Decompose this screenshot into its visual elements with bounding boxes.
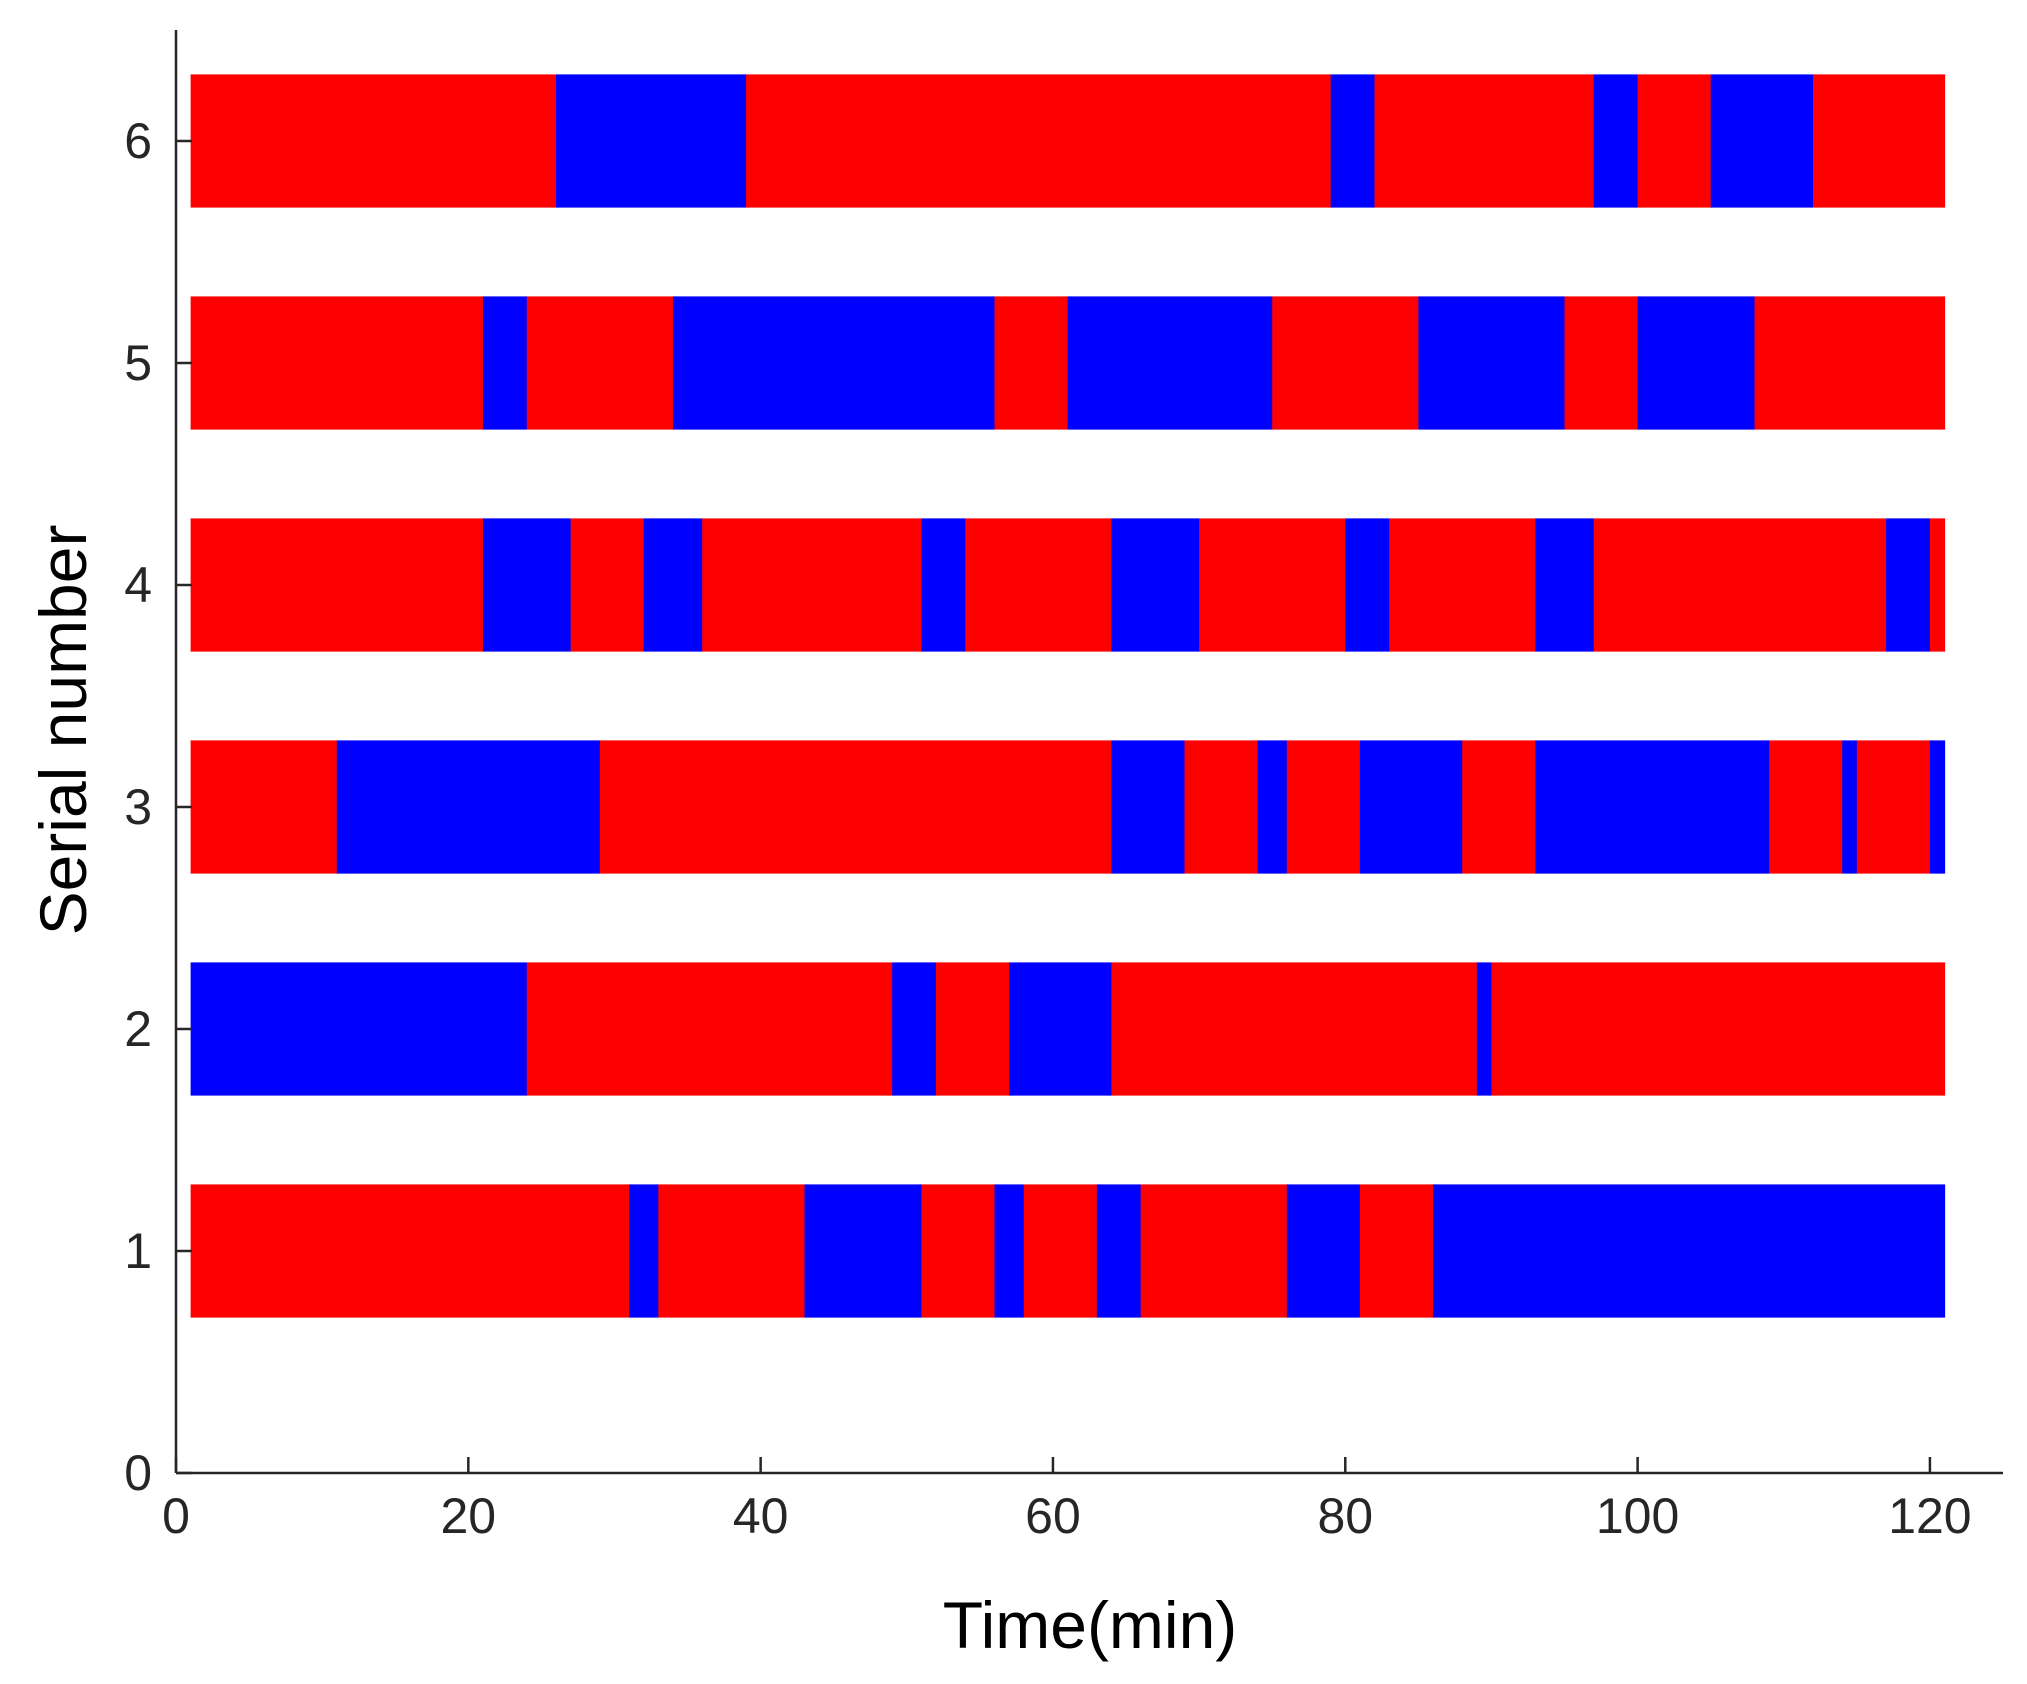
x-tick-label-20: 20 xyxy=(441,1488,497,1544)
y-tick-label-5: 5 xyxy=(124,335,152,391)
bar-segment-5-1 xyxy=(190,296,484,430)
x-axis-title: Time(min) xyxy=(943,1588,1238,1662)
bar-segment-1-7 xyxy=(1023,1184,1098,1318)
y-tick-label-3: 3 xyxy=(124,779,152,835)
x-tick-label-120: 120 xyxy=(1888,1488,1971,1544)
bar-segment-4-3 xyxy=(570,518,645,652)
y-axis-title: Serial number xyxy=(26,525,100,936)
bar-segment-1-12 xyxy=(1432,1184,1946,1318)
bar-segment-2-3 xyxy=(892,962,937,1096)
bar-segment-6-8 xyxy=(1710,74,1814,208)
bar-segment-2-1 xyxy=(190,962,528,1096)
x-tick-label-0: 0 xyxy=(162,1488,190,1544)
bar-segment-5-4 xyxy=(672,296,996,430)
y-tick-label-0: 0 xyxy=(124,1445,152,1501)
bar-segment-1-11 xyxy=(1359,1184,1434,1318)
bar-segment-2-2 xyxy=(526,962,893,1096)
bar-segment-3-11 xyxy=(1769,740,1843,874)
bar-segment-5-11 xyxy=(1754,296,1946,430)
x-tick-label-100: 100 xyxy=(1596,1488,1679,1544)
bar-segment-3-1 xyxy=(190,740,338,874)
bar-segment-3-13 xyxy=(1856,740,1931,874)
bar-segment-3-8 xyxy=(1359,740,1463,874)
bar-segment-5-6 xyxy=(1067,296,1273,430)
bar-segment-1-4 xyxy=(804,1184,923,1318)
bar-segment-3-9 xyxy=(1462,740,1536,874)
x-tick-label-80: 80 xyxy=(1317,1488,1373,1544)
bar-segment-6-7 xyxy=(1637,74,1712,208)
bar-segment-6-1 xyxy=(190,74,557,208)
bar-segments xyxy=(190,74,1946,1318)
bar-segment-3-3 xyxy=(599,740,1113,874)
bar-segment-5-9 xyxy=(1564,296,1639,430)
bar-segment-1-10 xyxy=(1286,1184,1361,1318)
axes xyxy=(174,30,2003,1475)
bar-segment-6-2 xyxy=(556,74,747,208)
bar-segment-4-7 xyxy=(965,518,1113,652)
bar-segment-5-7 xyxy=(1272,296,1419,430)
y-tick-label-2: 2 xyxy=(124,1001,152,1057)
bar-segment-1-9 xyxy=(1140,1184,1288,1318)
bar-segment-6-9 xyxy=(1812,74,1946,208)
bar-segment-3-5 xyxy=(1184,740,1259,874)
bar-segment-4-4 xyxy=(643,518,703,652)
bar-segment-6-3 xyxy=(746,74,1332,208)
bar-segment-5-3 xyxy=(526,296,674,430)
bar-segment-3-7 xyxy=(1286,740,1361,874)
y-tick-label-6: 6 xyxy=(124,113,152,169)
bar-segment-1-3 xyxy=(658,1184,806,1318)
bar-segment-4-8 xyxy=(1111,518,1200,652)
bar-segment-1-2 xyxy=(629,1184,659,1318)
bar-segment-2-6 xyxy=(1111,962,1478,1096)
bar-segment-3-14 xyxy=(1929,740,1946,874)
bar-segment-3-2 xyxy=(336,740,601,874)
x-tick-label-60: 60 xyxy=(1025,1488,1081,1544)
bar-segment-6-5 xyxy=(1374,74,1595,208)
bar-segment-2-8 xyxy=(1491,962,1946,1096)
bar-segment-4-14 xyxy=(1886,518,1931,652)
bar-segment-3-10 xyxy=(1535,740,1770,874)
bar-segment-4-6 xyxy=(921,518,966,652)
bar-segment-2-5 xyxy=(1009,962,1113,1096)
bar-segment-4-2 xyxy=(482,518,572,652)
bar-segment-1-6 xyxy=(994,1184,1025,1318)
x-tick-label-40: 40 xyxy=(733,1488,789,1544)
tick-labels: 0 20 40 60 80 100 120 0 1 2 3 4 5 6 xyxy=(124,113,1971,1544)
bar-segment-4-11 xyxy=(1389,518,1536,652)
y-tick-label-4: 4 xyxy=(124,557,152,613)
bar-segment-4-13 xyxy=(1593,518,1887,652)
bar-segment-4-10 xyxy=(1345,518,1390,652)
bar-segment-5-2 xyxy=(482,296,528,430)
bar-segment-4-5 xyxy=(702,518,923,652)
bar-segment-4-15 xyxy=(1929,518,1946,652)
bar-segment-4-9 xyxy=(1199,518,1346,652)
bar-segment-2-4 xyxy=(936,962,1010,1096)
bar-segment-5-10 xyxy=(1637,296,1756,430)
bar-segment-5-8 xyxy=(1418,296,1566,430)
bar-segment-4-1 xyxy=(190,518,484,652)
bar-segment-4-12 xyxy=(1535,518,1595,652)
bar-segment-2-7 xyxy=(1476,962,1493,1096)
bar-segment-1-8 xyxy=(1096,1184,1142,1318)
bar-segment-1-5 xyxy=(921,1184,996,1318)
bar-segment-5-5 xyxy=(994,296,1069,430)
bar-segment-6-6 xyxy=(1593,74,1639,208)
bar-segment-3-12 xyxy=(1842,740,1858,874)
bar-segment-3-6 xyxy=(1257,740,1288,874)
y-tick-label-1: 1 xyxy=(124,1223,152,1279)
bar-segment-6-4 xyxy=(1330,74,1376,208)
bar-segment-3-4 xyxy=(1111,740,1186,874)
bar-segment-1-1 xyxy=(190,1184,630,1318)
